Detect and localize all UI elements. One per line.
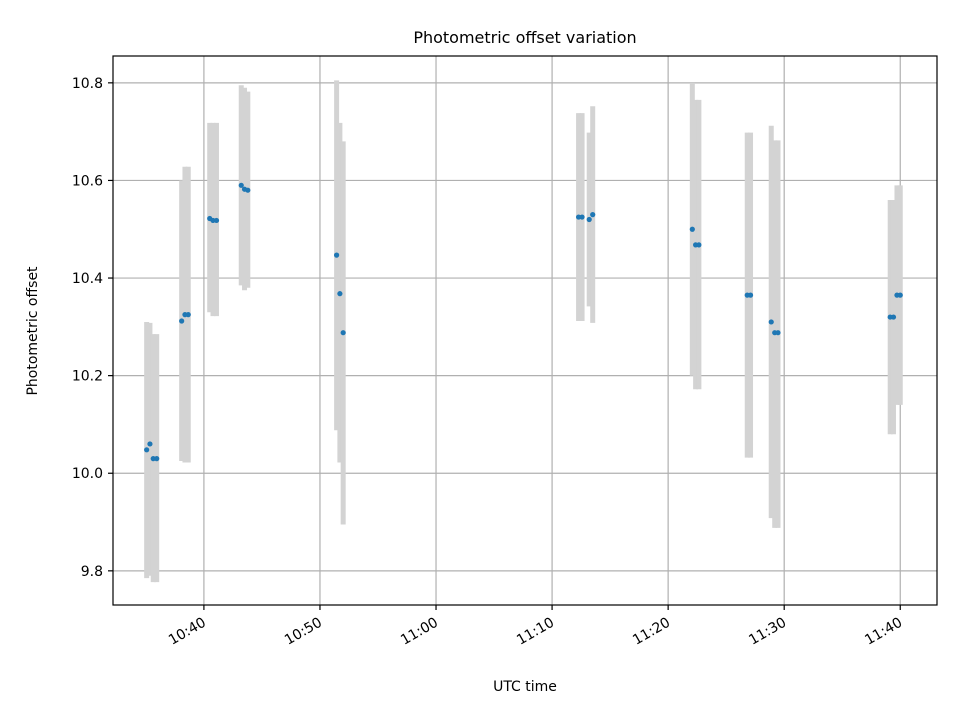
data-point	[213, 217, 220, 224]
data-point	[775, 330, 781, 336]
y-tick-label: 10.6	[72, 173, 103, 189]
data-point	[340, 330, 346, 336]
data-point	[334, 252, 340, 258]
y-axis-label: Photometric offset	[25, 266, 41, 396]
data-point	[586, 216, 592, 223]
data-point	[689, 226, 695, 232]
y-tick-label: 10.8	[72, 76, 103, 92]
data-point	[747, 292, 754, 298]
data-point	[154, 456, 160, 462]
data-point	[245, 187, 251, 193]
data-point	[147, 441, 153, 447]
data-point	[696, 242, 702, 248]
data-point	[185, 312, 191, 318]
data-point	[144, 447, 150, 453]
y-tick-label: 9.8	[81, 564, 103, 580]
plot-frame	[112, 55, 938, 606]
y-tick-label: 10.4	[72, 271, 103, 287]
x-axis-label: UTC time	[493, 679, 557, 695]
chart-title: Photometric offset variation	[413, 28, 636, 47]
y-tick-label: 10.0	[72, 466, 103, 482]
data-point	[897, 292, 903, 298]
data-point	[890, 314, 897, 320]
data-point	[579, 214, 585, 220]
y-tick-label: 10.2	[72, 369, 103, 385]
data-point	[590, 212, 596, 218]
grid	[113, 56, 937, 605]
data-point	[179, 318, 185, 324]
data-point	[768, 319, 774, 325]
data-point	[238, 182, 244, 188]
data-point	[337, 291, 343, 297]
data-points	[144, 182, 903, 462]
